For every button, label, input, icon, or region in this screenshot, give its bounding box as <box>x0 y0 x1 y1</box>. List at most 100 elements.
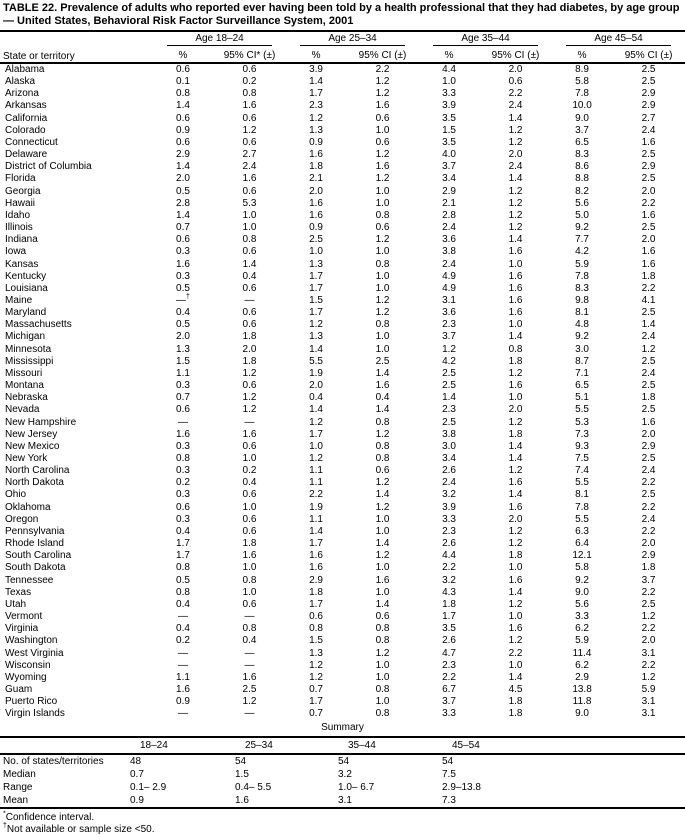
value-cell: 2.5 <box>641 149 656 161</box>
summary-value-cell: 54 <box>442 756 454 768</box>
value-cell: 3.9 <box>442 100 456 112</box>
value-cell: 1.2 <box>508 635 523 647</box>
value-cell: 1.0 <box>375 671 390 683</box>
value-cell: 1.7 <box>309 270 323 282</box>
table-row: Colorado 0.9 1.2 1.3 1.0 1.5 1.2 3.7 2.4 <box>0 125 685 137</box>
value-cell: — <box>244 416 255 428</box>
value-cell: —† <box>176 293 190 306</box>
value-cell: 0.6 <box>375 136 390 148</box>
value-cell: 1.0 <box>508 611 523 623</box>
value-cell: 7.8 <box>575 501 589 513</box>
table-row: Utah 0.4 0.6 1.7 1.4 1.8 1.2 5.6 2.5 <box>0 599 685 611</box>
value-cell: 1.6 <box>242 671 257 683</box>
value-cell: 0.8 <box>242 88 257 100</box>
value-cell: 2.3 <box>309 100 323 112</box>
value-cell: 1.6 <box>309 562 323 574</box>
value-cell: 2.5 <box>242 683 257 695</box>
state-cell: Pennsylvania <box>5 525 65 537</box>
value-cell: 2.2 <box>375 64 390 75</box>
value-cell: — <box>244 659 255 671</box>
table-row: Montana 0.3 0.6 2.0 1.6 2.5 1.6 6.5 2.5 <box>0 380 685 392</box>
value-cell: 2.5 <box>641 64 656 75</box>
value-cell: 1.0 <box>375 696 390 708</box>
value-cell: 1.8 <box>508 550 523 562</box>
value-cell: 3.7 <box>575 124 589 136</box>
summary-table: 18–24 25–34 35–44 45–54 No. of states/te… <box>0 736 685 810</box>
state-cell: Hawaii <box>5 197 36 209</box>
value-cell: 1.6 <box>641 416 656 428</box>
value-cell: 0.6 <box>508 76 523 88</box>
table-row: Maryland 0.4 0.6 1.7 1.2 3.6 1.6 8.1 2.5 <box>0 307 685 319</box>
value-cell: 3.2 <box>442 574 456 586</box>
value-cell: 1.6 <box>176 428 190 440</box>
value-cell: 1.0 <box>442 76 456 88</box>
value-cell: 0.3 <box>176 270 190 282</box>
value-cell: 1.6 <box>508 270 523 282</box>
footnote-text: Not available or sample size <50. <box>6 823 155 835</box>
value-cell: 7.8 <box>575 270 589 282</box>
value-cell: 1.0 <box>375 343 390 355</box>
value-cell: 2.4 <box>641 331 656 343</box>
value-cell: 2.9 <box>641 100 656 112</box>
state-cell: Illinois <box>5 222 33 234</box>
asterisk-marker: * <box>3 811 6 819</box>
summary-row: No. of states/territories 48 54 54 54 <box>0 754 685 768</box>
value-cell: 0.6 <box>242 64 257 75</box>
age-group-35-44: Age 35–44 <box>419 32 552 46</box>
value-cell: 3.4 <box>442 173 456 185</box>
value-cell: 1.2 <box>508 209 523 221</box>
value-cell: 0.6 <box>309 611 323 623</box>
table-row: Wyoming 1.1 1.6 1.2 1.0 2.2 1.4 2.9 1.2 <box>0 672 685 684</box>
value-cell: 1.8 <box>508 355 523 367</box>
value-cell: 0.6 <box>242 185 257 197</box>
value-cell: 1.2 <box>242 124 257 136</box>
value-cell: 4.5 <box>508 683 523 695</box>
value-cell: 2.2 <box>508 88 523 100</box>
value-cell: 1.2 <box>375 173 390 185</box>
value-cell: 0.6 <box>242 246 257 258</box>
value-cell: 1.0 <box>375 525 390 537</box>
value-cell: 1.3 <box>309 124 323 136</box>
table-row: California 0.6 0.6 1.2 0.6 3.5 1.4 9.0 2.7 <box>0 113 685 125</box>
value-cell: 0.7 <box>309 683 323 695</box>
row-header-label: State or territory <box>0 32 153 64</box>
value-cell: 2.4 <box>641 367 656 379</box>
value-cell: 0.9 <box>309 136 323 148</box>
age-group-25-34: Age 25–34 <box>286 32 419 46</box>
value-cell: 0.8 <box>375 258 390 270</box>
value-cell: 2.4 <box>508 161 523 173</box>
value-cell: 1.5 <box>309 294 323 306</box>
table-row: Kansas 1.6 1.4 1.3 0.8 2.4 1.0 5.9 1.6 <box>0 259 685 271</box>
value-cell: 1.4 <box>375 489 390 501</box>
state-cell: Missouri <box>5 367 43 379</box>
value-cell: 0.8 <box>375 453 390 464</box>
value-cell: 6.2 <box>575 623 589 635</box>
value-cell: 1.0 <box>508 319 523 331</box>
state-cell: Nevada <box>5 404 40 416</box>
value-cell: 0.8 <box>242 623 257 635</box>
value-cell: 7.8 <box>575 88 589 100</box>
value-cell: 2.4 <box>641 513 656 525</box>
value-cell: 2.5 <box>641 173 656 185</box>
value-cell: 4.4 <box>442 64 456 75</box>
value-cell: 2.9 <box>575 671 589 683</box>
value-cell: 2.2 <box>442 671 456 683</box>
value-cell: 1.2 <box>242 696 257 708</box>
table-row: Illinois 0.7 1.0 0.9 0.6 2.4 1.2 9.2 2.5 <box>0 222 685 234</box>
value-cell: 1.2 <box>508 525 523 537</box>
value-cell: 5.5 <box>575 404 589 416</box>
value-cell: 5.5 <box>309 355 323 367</box>
summary-row: Range 0.1– 2.9 0.4– 5.5 1.0– 6.7 2.9–13.8 <box>0 781 685 794</box>
value-cell: 0.6 <box>242 380 257 392</box>
value-cell: — <box>178 611 188 623</box>
value-cell: 1.6 <box>641 246 656 258</box>
value-cell: 4.8 <box>575 319 589 331</box>
pct-header: % <box>153 46 213 64</box>
value-cell: 0.4 <box>242 635 257 647</box>
value-cell: 1.6 <box>242 100 257 112</box>
table-row: Guam 1.6 2.5 0.7 0.8 6.7 4.5 13.8 5.9 <box>0 684 685 696</box>
state-cell: Kansas <box>5 258 39 270</box>
pct-header: % <box>286 46 347 64</box>
value-cell: 2.4 <box>641 465 656 477</box>
